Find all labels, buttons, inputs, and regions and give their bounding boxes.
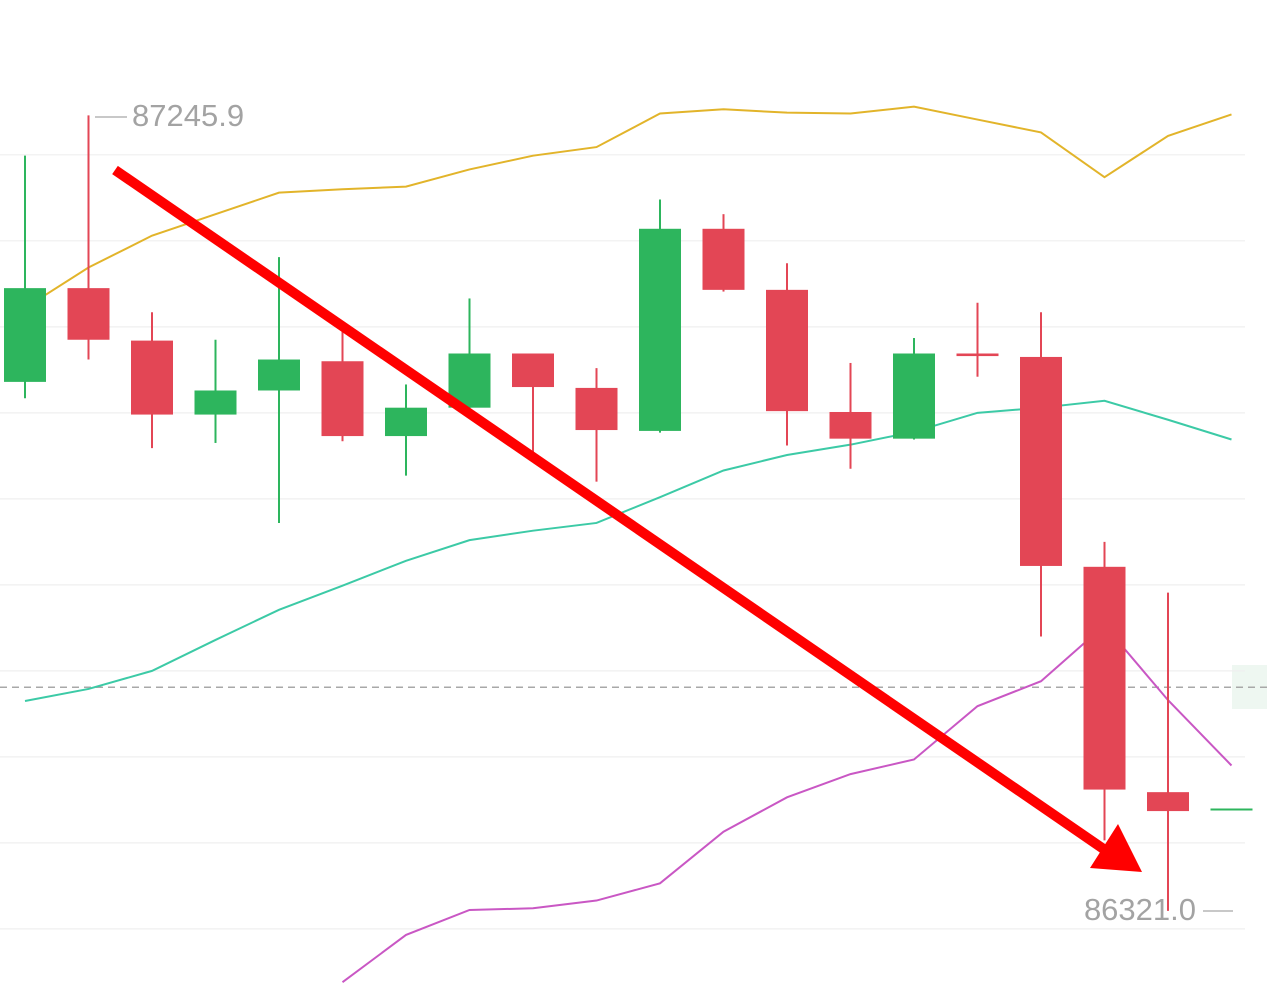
candle-body <box>1020 356 1062 566</box>
candle-body <box>766 289 808 412</box>
candle-body <box>829 411 872 439</box>
grid <box>0 154 1267 930</box>
candle-body <box>893 353 935 439</box>
candle-body <box>575 387 618 431</box>
trend-arrow <box>112 165 1142 872</box>
candle-body <box>67 288 110 340</box>
arrow-shaft <box>112 165 1108 855</box>
band-line <box>24 105 1232 309</box>
low-annotation: 86321.0 <box>1084 892 1196 927</box>
candle-body <box>131 340 173 415</box>
candles <box>4 115 1253 911</box>
candle-body <box>1210 808 1253 811</box>
high-annotation: 87245.9 <box>132 98 244 133</box>
candle-body <box>4 288 46 382</box>
candle-body <box>321 361 364 437</box>
candle-body <box>258 359 300 391</box>
arrow-head <box>1090 824 1142 872</box>
candle-body <box>956 353 999 357</box>
candle-body <box>1147 792 1189 812</box>
band-line <box>341 623 1233 984</box>
candle-body <box>385 407 427 437</box>
candle-body <box>702 228 745 290</box>
candle-body <box>639 228 681 431</box>
annotations: 87245.9 86321.0 <box>95 98 1233 927</box>
candle-body <box>512 353 554 388</box>
candle-body <box>194 390 237 415</box>
candle-body <box>1083 566 1126 790</box>
